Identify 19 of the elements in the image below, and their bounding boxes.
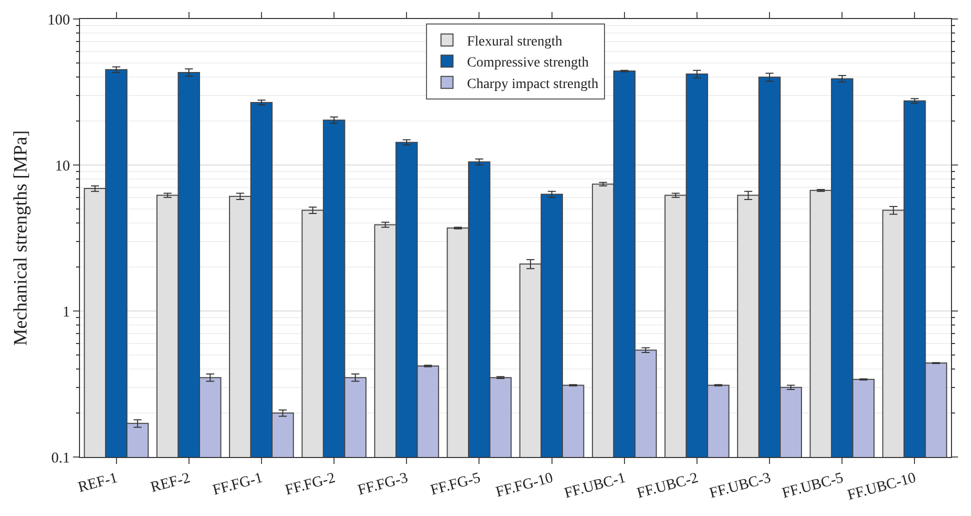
y-tick-label: 1: [62, 304, 70, 320]
x-tick-label: REF-2: [149, 470, 192, 496]
x-tick-label: FF.FG-3: [356, 470, 410, 499]
x-tick-label: FF.UBC-5: [780, 470, 846, 502]
x-tick-label: FF.UBC-1: [562, 470, 628, 502]
x-tick-label: FF.UBC-3: [708, 470, 773, 502]
x-tick-label: FF.FG-1: [211, 470, 264, 499]
x-tick-label: FF.UBC-2: [635, 470, 700, 502]
y-tick-label: 0.1: [51, 450, 70, 466]
x-tick-label: REF-1: [76, 470, 120, 496]
legend-label: Compressive strength: [467, 56, 589, 71]
y-tick-label: 100: [48, 12, 70, 28]
legend-label: Charpy impact strength: [467, 76, 598, 92]
x-tick-label: FF.FG-10: [494, 470, 555, 501]
y-axis-title: Mechanical strengths [MPa]: [10, 130, 32, 346]
y-tick-label: 10: [55, 158, 70, 174]
legend-label: Flexural strength: [467, 34, 562, 50]
x-tick-label: FF.FG-2: [284, 470, 338, 499]
x-tick-label: FF.FG-5: [428, 470, 482, 499]
